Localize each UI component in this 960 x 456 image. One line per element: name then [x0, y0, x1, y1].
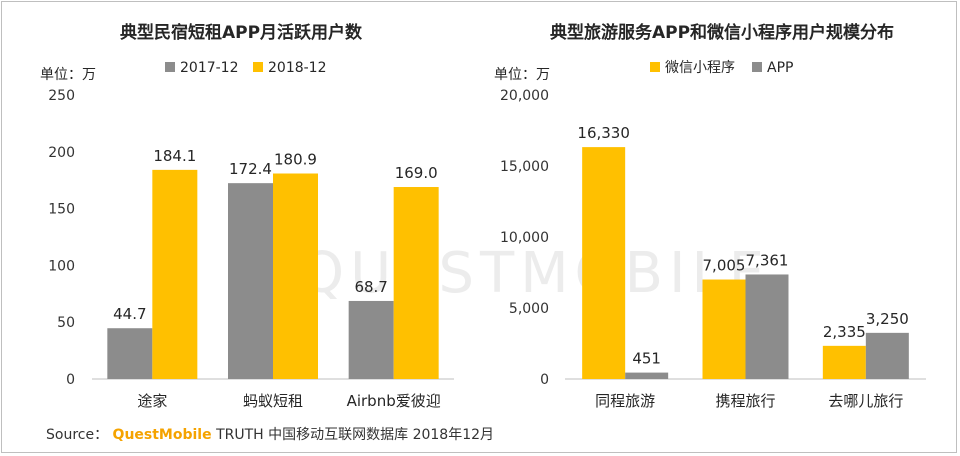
category-label: 蚂蚁短租: [243, 392, 303, 410]
data-label: 44.7: [113, 305, 146, 323]
bar: [273, 173, 318, 379]
bar: [702, 279, 746, 379]
legend-label: 微信小程序: [665, 60, 735, 76]
bar: [745, 274, 789, 379]
bar: [107, 328, 153, 379]
source-note: Source： QuestMobile TRUTH 中国移动互联网数据库 201…: [46, 424, 494, 444]
data-label: 180.9: [274, 150, 317, 168]
y-tick-label: 10,000: [500, 230, 549, 246]
y-tick-label: 250: [48, 88, 75, 104]
legend-swatch: [752, 62, 762, 72]
bar: [348, 300, 394, 379]
data-label: 169.0: [395, 164, 438, 182]
data-label: 7,005: [703, 257, 746, 275]
chart-title: 典型民宿短租APP月活跃用户数: [120, 22, 363, 43]
y-tick-label: 0: [66, 372, 75, 388]
data-label: 16,330: [577, 124, 630, 142]
y-tick-label: 20,000: [500, 88, 549, 104]
y-tick-label: 15,000: [500, 159, 549, 175]
legend-label: 2017-12: [180, 60, 239, 76]
data-label: 451: [632, 350, 661, 368]
category-label: 途家: [137, 392, 167, 410]
data-label: 7,361: [746, 251, 789, 269]
legend-label: 2018-12: [268, 60, 327, 76]
legend-swatch: [165, 62, 175, 72]
y-tick-label: 100: [48, 258, 75, 274]
y-tick-label: 0: [540, 372, 549, 388]
data-label: 172.4: [229, 160, 272, 178]
chart-title: 典型旅游服务APP和微信小程序用户规模分布: [550, 22, 894, 43]
legend-swatch: [650, 62, 660, 72]
bar: [625, 372, 669, 379]
data-label: 68.7: [354, 278, 387, 296]
y-tick-label: 50: [57, 315, 75, 331]
bar: [822, 345, 866, 379]
legend-swatch: [253, 62, 263, 72]
data-label: 2,335: [823, 323, 866, 341]
bar: [152, 169, 198, 379]
y-tick-label: 200: [48, 145, 75, 161]
category-label: 去哪儿旅行: [828, 392, 903, 410]
source-prefix: Source：: [46, 427, 109, 443]
category-label: Airbnb爱彼迎: [347, 392, 441, 410]
data-label: 184.1: [153, 147, 196, 165]
unit-label: 单位：万: [494, 67, 550, 83]
bar: [582, 147, 626, 379]
category-label: 携程旅行: [715, 392, 775, 410]
category-label: 同程旅游: [595, 392, 655, 410]
y-tick-label: 5,000: [509, 301, 549, 317]
bar: [393, 187, 439, 379]
source-brand: QuestMobile: [112, 427, 212, 443]
source-rest: TRUTH 中国移动互联网数据库 2018年12月: [216, 427, 495, 443]
legend-label: APP: [767, 60, 793, 76]
bar: [865, 332, 909, 379]
unit-label: 单位：万: [40, 67, 96, 83]
bar: [228, 183, 273, 379]
y-tick-label: 150: [48, 202, 75, 218]
watermark: QUESTMOBILE: [300, 241, 770, 306]
data-label: 3,250: [866, 310, 909, 328]
